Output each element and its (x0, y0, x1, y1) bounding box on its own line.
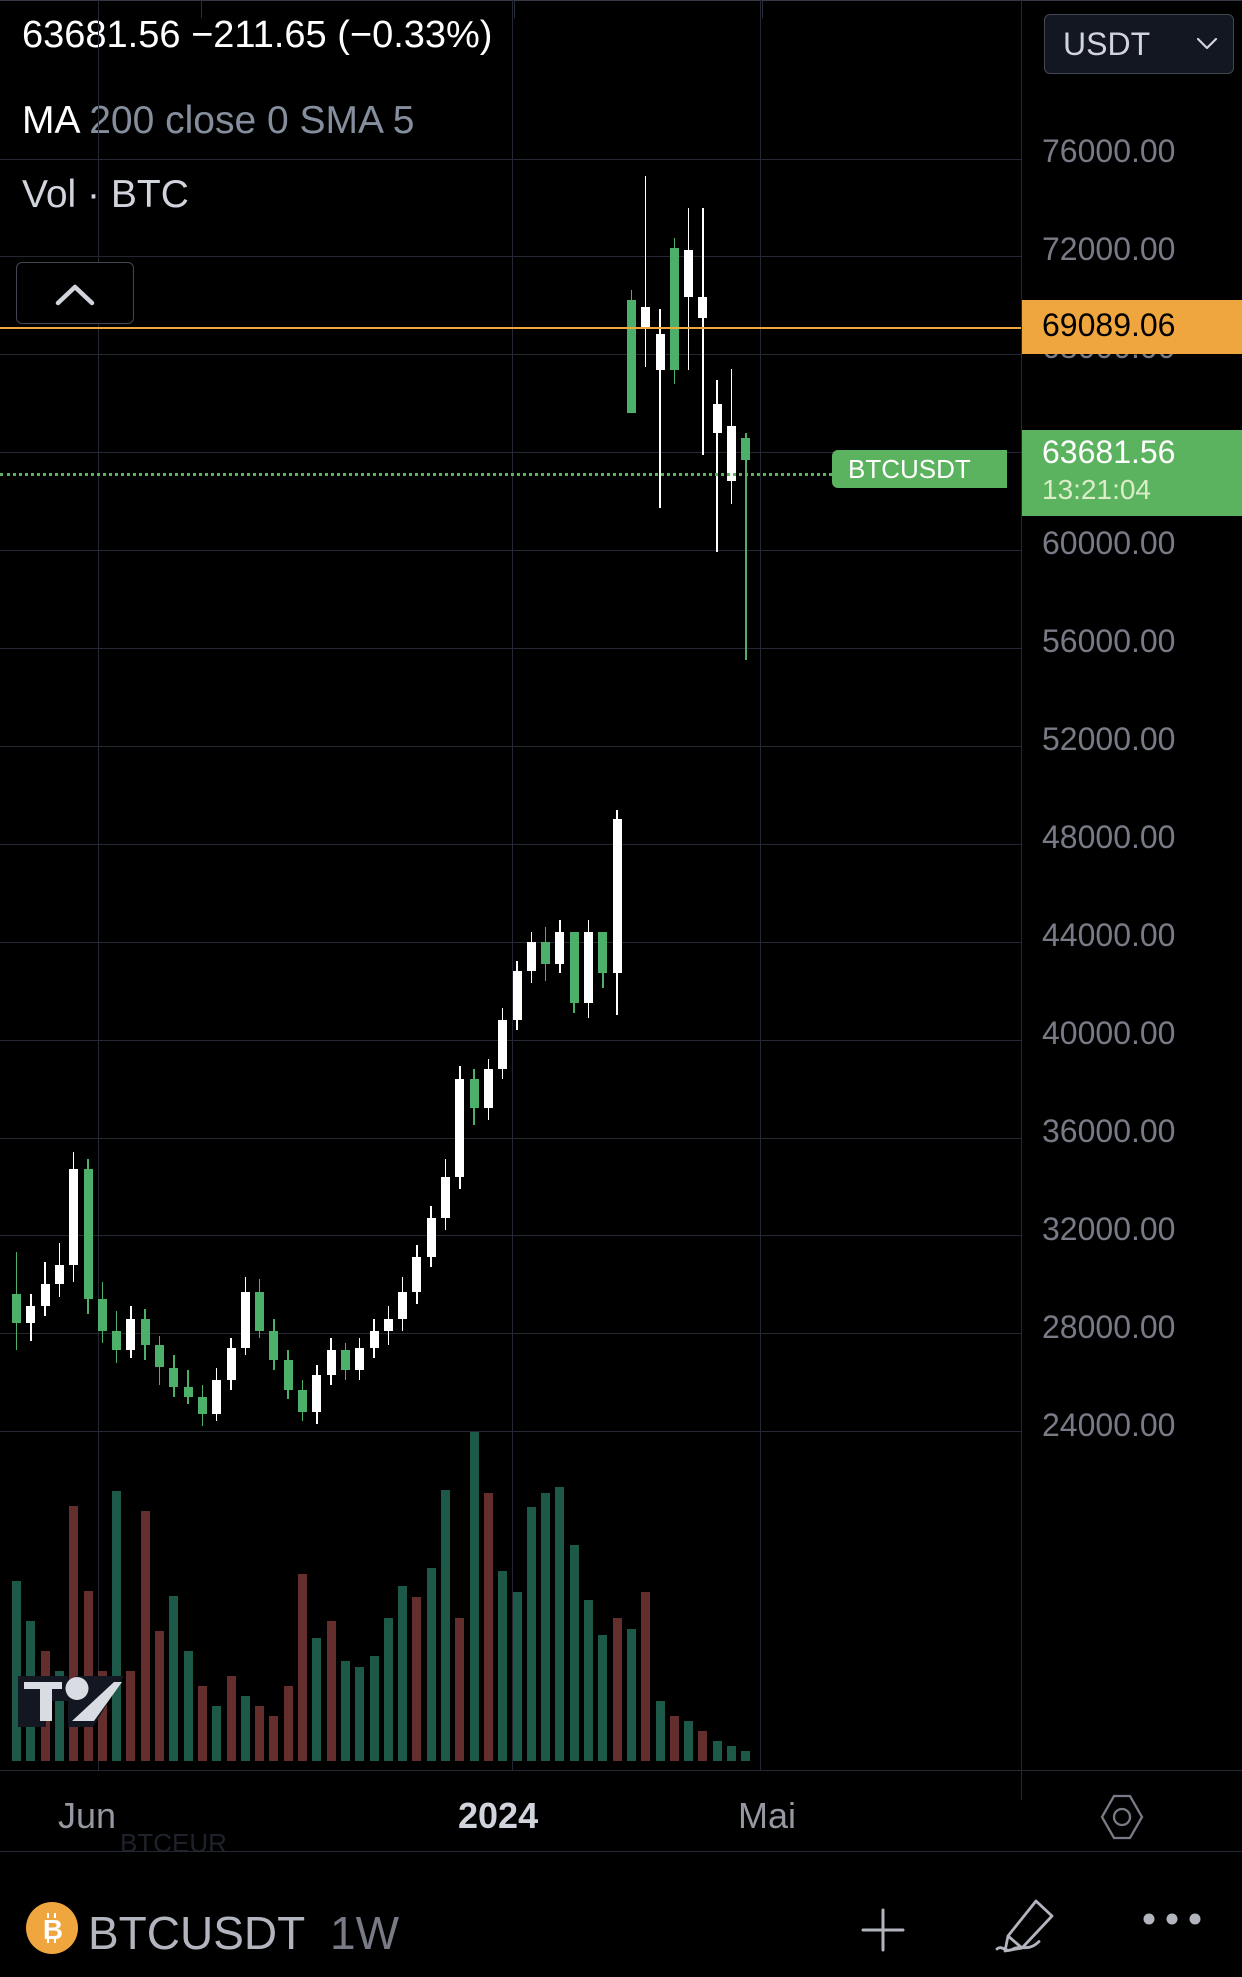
svg-text:B: B (43, 1914, 63, 1945)
